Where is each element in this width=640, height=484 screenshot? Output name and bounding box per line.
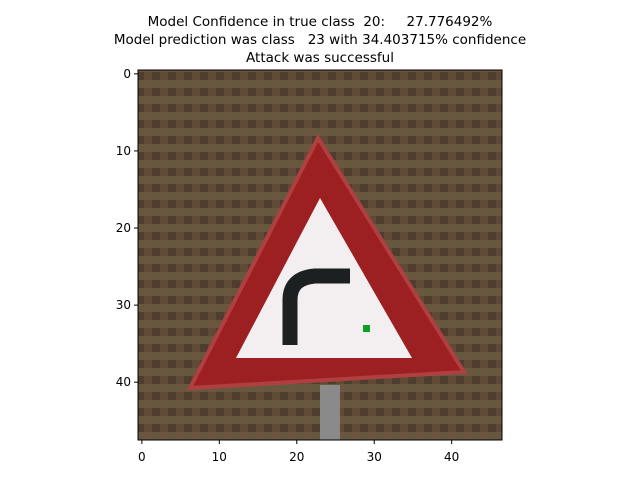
y-tick-label: 40	[116, 375, 131, 389]
sign-pole	[320, 385, 340, 440]
y-tick-label: 30	[116, 298, 131, 312]
chart-title: Model Confidence in true class 20: 27.77…	[148, 14, 493, 30]
x-tick-label: 20	[289, 450, 304, 464]
image	[138, 70, 502, 440]
x-tick-label: 40	[444, 450, 459, 464]
y-tick-label: 20	[116, 221, 131, 235]
x-tick-label: 0	[138, 450, 146, 464]
sign-arrow	[282, 268, 350, 345]
chart-title: Model prediction was class 23 with 34.40…	[114, 32, 526, 48]
axes-frame	[137, 69, 503, 441]
y-tick-label: 0	[123, 67, 131, 81]
chart-title: Attack was successful	[246, 50, 394, 66]
y-tick-label: 10	[116, 144, 131, 158]
x-tick-label: 30	[367, 450, 382, 464]
perturbation-pixel	[363, 325, 370, 332]
x-tick-label: 10	[212, 450, 227, 464]
